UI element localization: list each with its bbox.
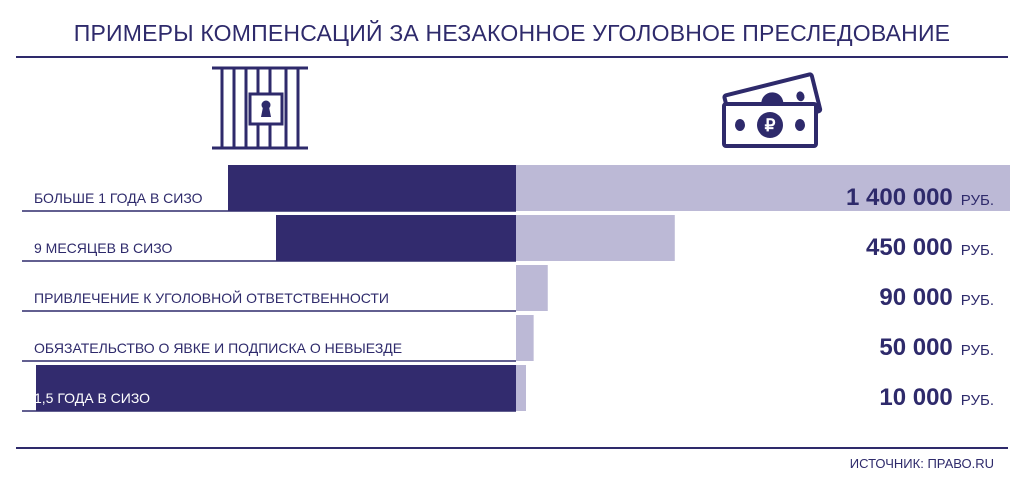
value-number: 50 000 bbox=[879, 334, 952, 361]
value-number: 1 400 000 bbox=[846, 184, 953, 211]
category-label: 1,5 ГОДА В СИЗО bbox=[34, 390, 150, 406]
category-label: БОЛЬШЕ 1 ГОДА В СИЗО bbox=[34, 190, 203, 206]
value-label: 1 400 000 РУБ. bbox=[846, 184, 994, 211]
bar-right bbox=[516, 365, 526, 411]
bar-left bbox=[36, 365, 516, 411]
value-number: 90 000 bbox=[879, 284, 952, 311]
value-label: 450 000 РУБ. bbox=[866, 234, 994, 261]
value-unit: РУБ. bbox=[961, 392, 994, 409]
bottom-divider bbox=[16, 447, 1008, 449]
value-label: 90 000 РУБ. bbox=[879, 284, 994, 311]
bar-right bbox=[516, 215, 675, 261]
chart-row: 9 МЕСЯЦЕВ В СИЗО 450 000 РУБ. bbox=[22, 215, 994, 262]
bar-left bbox=[228, 165, 516, 211]
value-unit: РУБ. bbox=[961, 242, 994, 259]
source-label: ИСТОЧНИК: ПРАВО.RU bbox=[849, 456, 994, 471]
chart-row: БОЛЬШЕ 1 ГОДА В СИЗО 1 400 000 РУБ. bbox=[22, 165, 1010, 212]
category-label: 9 МЕСЯЦЕВ В СИЗО bbox=[34, 240, 173, 256]
category-label: ОБЯЗАТЕЛЬСТВО О ЯВКЕ И ПОДПИСКА О НЕВЫЕЗ… bbox=[34, 340, 402, 356]
top-divider bbox=[16, 56, 1008, 58]
bar-left bbox=[276, 215, 516, 261]
bar-right bbox=[516, 165, 1010, 211]
chart-row: 1,5 ГОДА В СИЗО 10 000 РУБ. bbox=[22, 365, 994, 412]
value-label: 10 000 РУБ. bbox=[879, 384, 994, 411]
ruble-banknotes-icon: ₽ bbox=[722, 72, 823, 148]
category-label: ПРИВЛЕЧЕНИЕ К УГОЛОВНОЙ ОТВЕТСТВЕННОСТИ bbox=[34, 289, 389, 306]
chart-row: ПРИВЛЕЧЕНИЕ К УГОЛОВНОЙ ОТВЕТСТВЕННОСТИ 9… bbox=[22, 265, 994, 312]
value-number: 450 000 bbox=[866, 234, 953, 261]
value-unit: РУБ. bbox=[961, 342, 994, 359]
bar-right bbox=[516, 265, 548, 311]
value-label: 50 000 РУБ. bbox=[879, 334, 994, 361]
page-title: ПРИМЕРЫ КОМПЕНСАЦИЙ ЗА НЕЗАКОННОЕ УГОЛОВ… bbox=[73, 20, 951, 46]
chart-row: ОБЯЗАТЕЛЬСТВО О ЯВКЕ И ПОДПИСКА О НЕВЫЕЗ… bbox=[22, 315, 994, 362]
svg-text:₽: ₽ bbox=[765, 116, 776, 135]
prison-bars-icon bbox=[212, 66, 308, 150]
value-unit: РУБ. bbox=[961, 292, 994, 309]
value-unit: РУБ. bbox=[961, 192, 994, 209]
value-number: 10 000 bbox=[879, 384, 952, 411]
bar-right bbox=[516, 315, 534, 361]
